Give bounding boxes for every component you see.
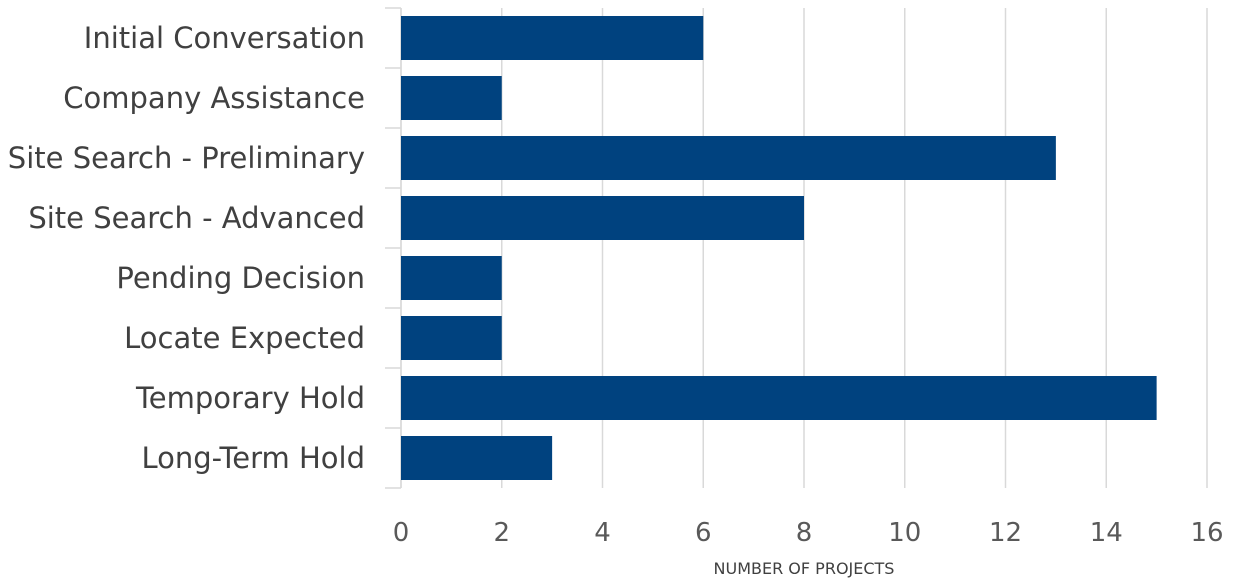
x-tick-4: 4 <box>594 518 611 548</box>
x-tick-10: 10 <box>888 518 921 548</box>
x-axis-title: NUMBER OF PROJECTS <box>714 559 895 578</box>
category-label: Site Search - Preliminary <box>8 141 365 175</box>
x-tick-labels: 0 2 4 6 8 10 12 14 16 <box>393 518 1224 548</box>
category-label: Temporary Hold <box>135 381 365 415</box>
bars <box>401 16 1157 480</box>
bar-pending-decision <box>401 256 502 300</box>
bar-initial-conversation <box>401 16 704 60</box>
x-tick-6: 6 <box>695 518 712 548</box>
x-tick-8: 8 <box>796 518 813 548</box>
x-tick-16: 16 <box>1190 518 1223 548</box>
bar-site-search-advanced <box>401 196 804 240</box>
x-tick-0: 0 <box>393 518 410 548</box>
bar-temporary-hold <box>401 376 1157 420</box>
x-tick-12: 12 <box>989 518 1022 548</box>
x-tick-2: 2 <box>493 518 510 548</box>
category-label: Company Assistance <box>63 81 365 115</box>
category-label: Long-Term Hold <box>141 441 365 475</box>
category-label: Initial Conversation <box>84 21 365 55</box>
category-label: Pending Decision <box>116 261 365 295</box>
category-labels: Initial Conversation Company Assistance Si… <box>8 21 365 475</box>
x-tick-14: 14 <box>1090 518 1123 548</box>
bar-locate-expected <box>401 316 502 360</box>
category-label: Site Search - Advanced <box>28 201 365 235</box>
category-label: Locate Expected <box>124 321 365 355</box>
bar-long-term-hold <box>401 436 553 480</box>
bar-site-search-preliminary <box>401 136 1056 180</box>
bar-company-assistance <box>401 76 502 120</box>
